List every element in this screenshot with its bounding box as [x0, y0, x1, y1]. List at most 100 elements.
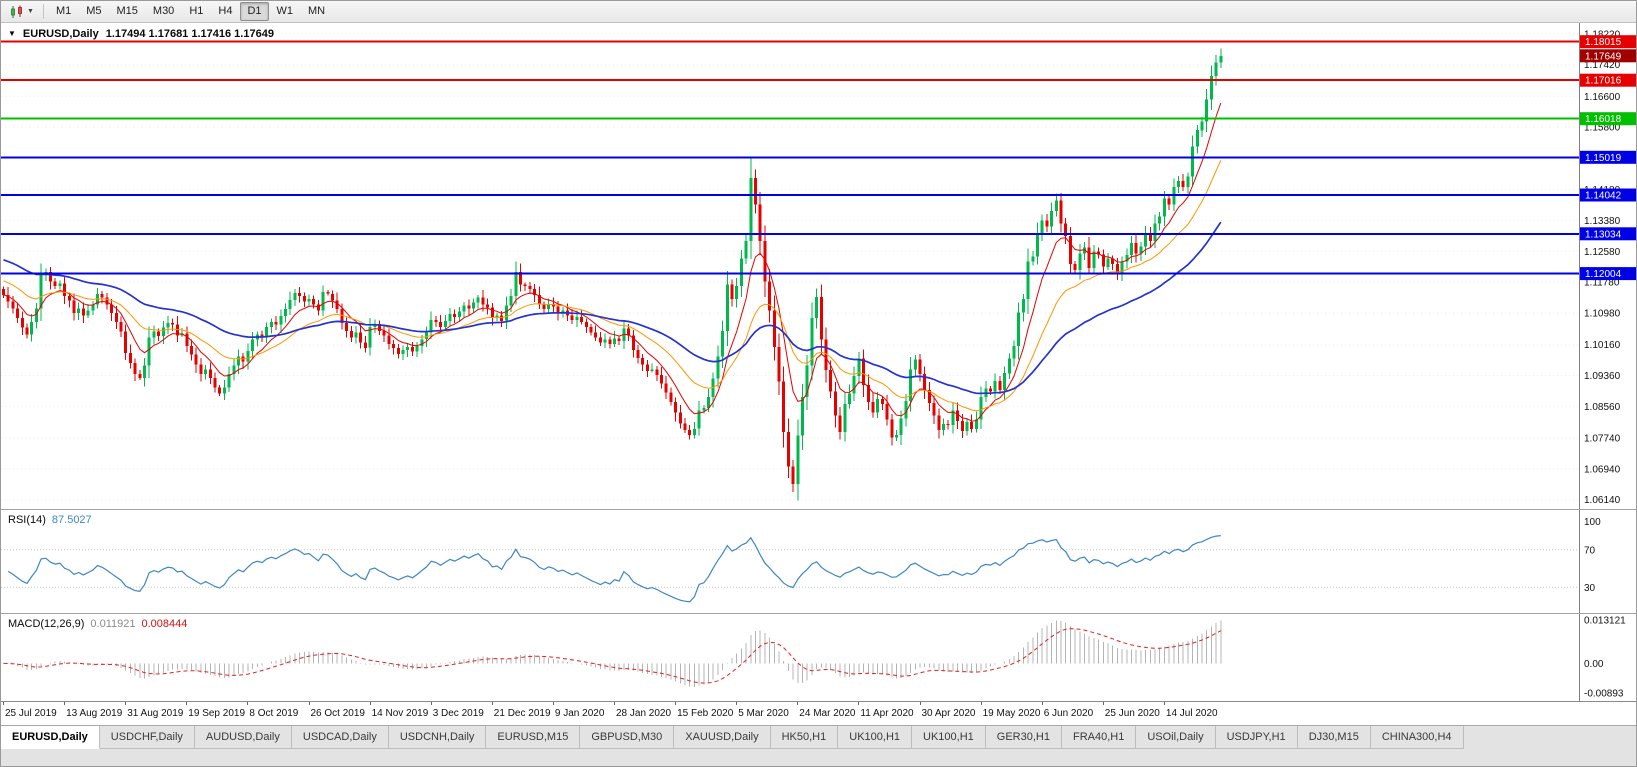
chart-toolbar: ▼ M1 M5 M15 M30 H1 H4 D1 W1 MN	[1, 1, 1636, 23]
time-tick	[1102, 702, 1104, 705]
time-tick	[1163, 702, 1165, 705]
time-label: 19 Sep 2019	[188, 708, 246, 719]
time-tick	[369, 702, 371, 705]
chart-tab-audusd-daily[interactable]: AUDUSD,Daily	[194, 726, 292, 749]
svg-text:1.18015: 1.18015	[1585, 37, 1622, 48]
price-line-label: 1.13034	[1580, 227, 1636, 241]
time-label: 19 May 2020	[982, 708, 1041, 719]
time-label: 13 Aug 2019	[66, 708, 123, 719]
time-label: 6 Jun 2020	[1043, 708, 1094, 719]
macd-tick: -0.00893	[1584, 689, 1624, 700]
time-label: 14 Jul 2020	[1165, 708, 1218, 719]
timeframe-mn[interactable]: MN	[308, 5, 326, 17]
time-label: 15 Feb 2020	[677, 708, 734, 719]
chart-tabs: EURUSD,Daily USDCHF,Daily AUDUSD,Daily USDC…	[1, 725, 1636, 766]
chart-tab-uk100-h1[interactable]: UK100,H1	[838, 726, 913, 749]
time-label: 8 Oct 2019	[249, 708, 299, 719]
timeframe-m15[interactable]: M15	[116, 5, 138, 17]
svg-text:1.16018: 1.16018	[1585, 114, 1622, 125]
price-tick: 1.12580	[1584, 247, 1621, 258]
price-tick: 1.11780	[1584, 278, 1620, 289]
chart-tab-usdcad-daily[interactable]: USDCAD,Daily	[291, 726, 389, 749]
timeframe-m5[interactable]: M5	[86, 5, 102, 17]
time-label: 3 Dec 2019	[432, 708, 484, 719]
price-tick: 1.09360	[1584, 371, 1621, 382]
price-tick: 1.18220	[1584, 29, 1621, 40]
time-label: 28 Jan 2020	[616, 708, 672, 719]
time-label: 31 Aug 2019	[127, 708, 184, 719]
time-tick	[64, 702, 66, 705]
price-tick: 1.06140	[1584, 495, 1621, 506]
svg-text:1.13034: 1.13034	[1585, 229, 1622, 240]
price-tick: 1.17420	[1584, 60, 1621, 71]
time-axis[interactable]: 25 Jul 2019 13 Aug 2019 31 Aug 2019 19 Sep …	[1, 701, 1636, 725]
chart-tab-fra40-h1[interactable]: FRA40,H1	[1061, 726, 1137, 749]
macd-signal-line	[3, 628, 1222, 684]
time-label: 14 Nov 2019	[371, 708, 429, 719]
panel-separator-rsi[interactable]	[1, 509, 1636, 510]
price-tick: 1.07740	[1584, 434, 1621, 445]
time-tick	[858, 702, 860, 705]
price-line-label: 1.12004	[1580, 267, 1636, 281]
time-label: 25 Jul 2019	[5, 708, 57, 719]
time-tick	[675, 702, 677, 705]
ma-line-medium	[3, 160, 1222, 412]
rsi-line	[7, 535, 1221, 603]
chart-tab-xauusd-daily[interactable]: XAUUSD,Daily	[674, 726, 771, 749]
macd-histogram	[7, 620, 1222, 687]
chart-tab-dj30-m15[interactable]: DJ30,M15	[1297, 726, 1371, 749]
price-line-label: 1.15019	[1580, 150, 1636, 164]
macd-tick: 0.013121	[1584, 616, 1626, 627]
timeframe-m1[interactable]: M1	[55, 5, 72, 17]
grid	[1, 33, 1579, 501]
rsi-panel[interactable]: 100 70 30	[1, 510, 1637, 613]
chart-tab-usdcnh-daily[interactable]: USDCNH,Daily	[388, 726, 487, 749]
time-tick	[247, 702, 249, 705]
timeframe-h4[interactable]: H4	[218, 5, 233, 17]
panel-separator-macd[interactable]	[1, 613, 1636, 614]
rsi-tick: 70	[1584, 545, 1596, 556]
price-tick: 1.10980	[1584, 309, 1621, 320]
timeframe-w1[interactable]: W1	[276, 5, 294, 17]
time-tick	[308, 702, 310, 705]
chevron-down-icon: ▼	[27, 8, 34, 15]
chart-tab-eurusd-daily[interactable]: EURUSD,Daily	[1, 726, 100, 749]
timeframe-m30[interactable]: M30	[152, 5, 175, 17]
chart-tab-hk50-h1[interactable]: HK50,H1	[770, 726, 839, 749]
price-line-label: 1.14042	[1580, 188, 1636, 202]
time-label: 30 Apr 2020	[921, 708, 976, 719]
timeframe-d1[interactable]: D1	[240, 2, 269, 21]
svg-text:1.14042: 1.14042	[1585, 191, 1622, 202]
chart-type-button[interactable]: ▼	[5, 4, 38, 20]
candlestick-chart-icon	[11, 5, 22, 18]
price-tick: 1.06940	[1584, 464, 1621, 475]
chart-tab-ger30-h1[interactable]: GER30,H1	[985, 726, 1062, 749]
rsi-tick: 30	[1584, 583, 1596, 594]
chart-tab-usoil-daily[interactable]: USOil,Daily	[1136, 726, 1216, 749]
macd-tick: 0.00	[1584, 659, 1604, 670]
current-price-label: 1.17649	[1580, 49, 1636, 63]
time-tick	[919, 702, 921, 705]
time-label: 24 Mar 2020	[799, 708, 856, 719]
chart-tab-gbpusd-m30[interactable]: GBPUSD,M30	[580, 726, 675, 749]
chart-tab-uk100-h1[interactable]: UK100,H1	[912, 726, 986, 749]
price-tick: 1.15800	[1584, 123, 1621, 134]
main-chart-panel[interactable]: 1.182201.174201.166001.158001.150001.141…	[1, 23, 1637, 509]
price-tick: 1.13380	[1584, 216, 1621, 227]
time-tick	[736, 702, 738, 705]
chart-tab-usdjpy-h1[interactable]: USDJPY,H1	[1215, 726, 1298, 749]
time-tick	[430, 702, 432, 705]
timeframe-buttons: M1 M5 M15 M30 H1 H4 D1 W1 MN	[49, 2, 332, 21]
time-tick	[614, 702, 615, 705]
timeframe-h1[interactable]: H1	[189, 5, 204, 17]
chart-tab-eurusd-m15[interactable]: EURUSD,M15	[486, 726, 581, 749]
ma-line-slow	[3, 221, 1222, 395]
candles	[2, 48, 1223, 501]
chart-tab-china300-h4[interactable]: CHINA300,H4	[1370, 726, 1464, 749]
price-line-label: 1.17016	[1580, 73, 1636, 87]
time-label: 9 Jan 2020	[554, 708, 605, 719]
chart-tab-usdchf-daily[interactable]: USDCHF,Daily	[99, 726, 195, 749]
time-label: 25 Jun 2020	[1104, 708, 1160, 719]
macd-panel[interactable]: 0.013121 0.00 -0.00893	[1, 614, 1637, 701]
price-line-label: 1.16018	[1580, 112, 1636, 126]
